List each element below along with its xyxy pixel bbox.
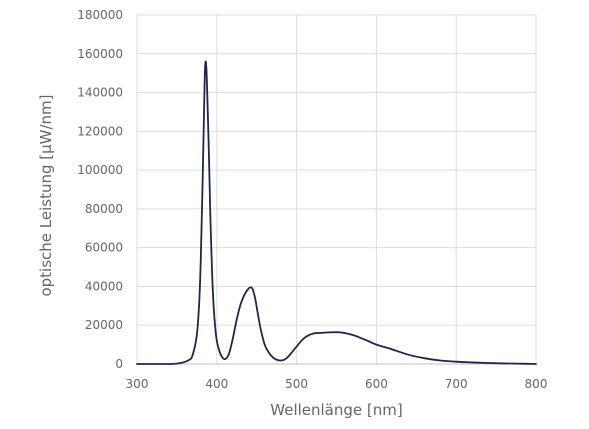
y-axis-title: optische Leistung [µW/nm] xyxy=(37,94,55,296)
y-tick-label: 120000 xyxy=(77,124,123,138)
x-tick-label: 800 xyxy=(525,377,548,391)
y-tick-label: 100000 xyxy=(77,163,123,177)
y-tick-label: 60000 xyxy=(85,241,123,255)
y-tick-label: 140000 xyxy=(77,86,123,100)
x-tick-label: 600 xyxy=(365,377,388,391)
y-tick-label: 0 xyxy=(115,357,123,371)
x-tick-label: 400 xyxy=(205,377,228,391)
series-layer xyxy=(136,60,537,365)
series-line-0 xyxy=(136,60,537,365)
x-axis-title: Wellenlänge [nm] xyxy=(270,401,402,419)
y-tick-label: 80000 xyxy=(85,202,123,216)
tick-labels: 0 20000 40000 60000 80000 100000 120000 140000 1… xyxy=(77,8,547,391)
y-tick-label: 40000 xyxy=(85,279,123,293)
x-tick-label: 500 xyxy=(285,377,308,391)
x-tick-label: 700 xyxy=(445,377,468,391)
gridlines xyxy=(136,14,537,365)
y-tick-label: 180000 xyxy=(77,8,123,22)
x-tick-label: 300 xyxy=(126,377,149,391)
y-tick-label: 160000 xyxy=(77,47,123,61)
y-tick-label: 20000 xyxy=(85,318,123,332)
